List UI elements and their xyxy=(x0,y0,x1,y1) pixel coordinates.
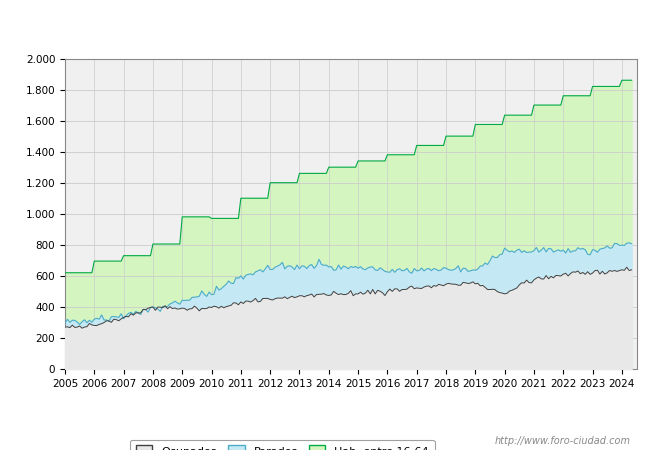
Text: http://www.foro-ciudad.com: http://www.foro-ciudad.com xyxy=(495,436,630,446)
Text: Poblete - Evolucion de la poblacion en edad de Trabajar Mayo de 2024: Poblete - Evolucion de la poblacion en e… xyxy=(68,17,582,32)
Legend: Ocupados, Parados, Hab. entre 16-64: Ocupados, Parados, Hab. entre 16-64 xyxy=(130,440,435,450)
